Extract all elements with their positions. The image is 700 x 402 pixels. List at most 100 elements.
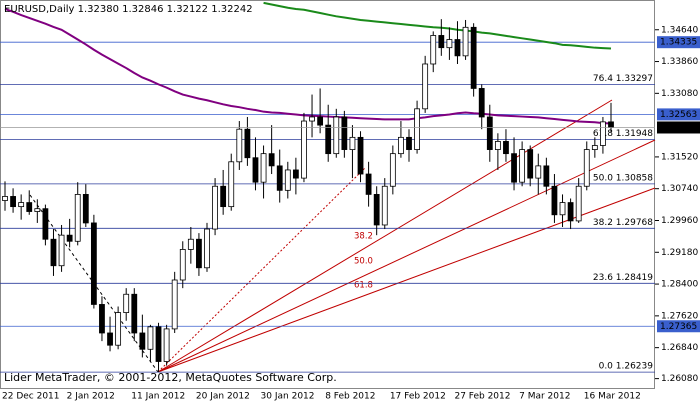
candle-body [575,185,582,222]
x-tick-label: 7 Mar 2012 [519,392,570,402]
candle-body [107,332,113,346]
fan-line [157,139,656,373]
y-tick-label: 1.29180 [661,248,698,258]
candle-body [212,185,218,230]
x-tick-label: 17 Feb 2012 [390,392,446,402]
candle-body [131,293,138,334]
candle-body [600,121,606,146]
footer: Lider MetaTrader, © 2001-2012, MetaQuote… [4,371,337,384]
candle-body [349,136,356,150]
candle-body [82,194,89,224]
chart-title: EURUSD,Daily 1.32380 1.32846 1.32122 1.3… [4,4,253,15]
fan-label: 50.0 [354,257,373,267]
price-box [657,36,700,49]
candle-body [187,238,194,250]
x-tick-label: 20 Jan 2012 [196,392,250,402]
candle-body [430,35,437,65]
candle-body [196,238,202,269]
x-tick-label: 11 Jan 2012 [131,392,185,402]
x-tick-label: 22 Dec 2011 [2,392,60,402]
candle-body [171,279,178,330]
fib-label: 76.4 1.33297 [593,74,653,84]
candle-body [10,196,16,208]
series-group [2,1,614,373]
current-price-box [657,121,700,134]
price-label: 1.27365 [660,322,697,332]
candle-body [551,185,558,216]
candle-body [325,124,332,155]
candle-body [341,116,348,150]
y-tick-label: 1.34640 [661,25,698,35]
fan-label: 61.8 [354,281,373,291]
fib-label: 50.0 1.30858 [593,173,653,183]
candle-body [74,194,81,242]
candle-body [66,234,73,242]
candle-body [163,328,170,362]
y-tick-label: 1.26080 [661,374,698,384]
candle-body [373,194,380,226]
candle-body [90,222,97,305]
x-tick-label: 16 Mar 2012 [584,392,641,402]
x-tick-label: 30 Jan 2012 [261,392,315,402]
y-tick-label: 1.31520 [661,152,698,162]
x-tick-label: 8 Feb 2012 [325,392,375,402]
moving-average [4,8,612,125]
candle-body [486,116,493,150]
candle-body [543,165,550,187]
y-tick-label: 1.28400 [661,280,698,290]
candle-body [204,228,210,269]
candle-body [123,293,130,314]
candle-body [42,208,49,240]
candle-body [228,161,235,208]
x-tick-label: 2 Jan 2012 [67,392,115,402]
candle-body [301,120,307,179]
candle-body [462,26,469,57]
candle-body [115,312,122,346]
candle-body [2,196,8,201]
candle-body [438,35,445,49]
candle-body [454,39,461,57]
candle-body [58,234,65,267]
candle-body [608,121,614,128]
fib-label: 0.0 1.26239 [599,362,654,372]
candle-body [478,88,485,118]
fib-label: 23.6 1.28419 [593,273,653,283]
candle-body [559,202,566,216]
candle-body [583,149,590,187]
fan-baseline [157,167,366,373]
y-tick-label: 1.33860 [661,57,698,67]
candle-body [535,165,542,179]
candle-body [365,173,372,195]
candle-body [276,165,283,191]
candle-body [494,141,501,150]
x-tick-label: 27 Feb 2012 [454,392,510,402]
candle-body [260,153,267,183]
candle-body [591,145,598,150]
candle-body [406,136,412,150]
candle-body [139,332,146,350]
y-tick-label: 1.33080 [661,89,698,99]
candle-body [567,202,574,222]
candle-body [389,153,396,187]
candle-body [309,116,315,122]
current-price-label: 1.32242 [660,123,697,133]
candle-body [381,185,388,226]
candle-body [236,128,243,163]
candle-body [155,326,162,362]
candle-body [252,157,259,183]
candle-body [268,153,275,167]
candle-body [527,149,534,179]
candle-body [317,116,324,126]
y-tick-label: 1.30740 [661,184,698,194]
candle-body [422,63,429,110]
candle-body [292,169,299,179]
candle-body [470,26,477,89]
price-label: 1.34335 [660,38,697,48]
candle-body [333,116,340,155]
candle-body [99,304,105,334]
y-tick-label: 1.29960 [661,216,698,226]
fib-label: 61.8 1.31948 [593,129,653,139]
candle-body [147,326,154,350]
candle-body [50,238,57,267]
